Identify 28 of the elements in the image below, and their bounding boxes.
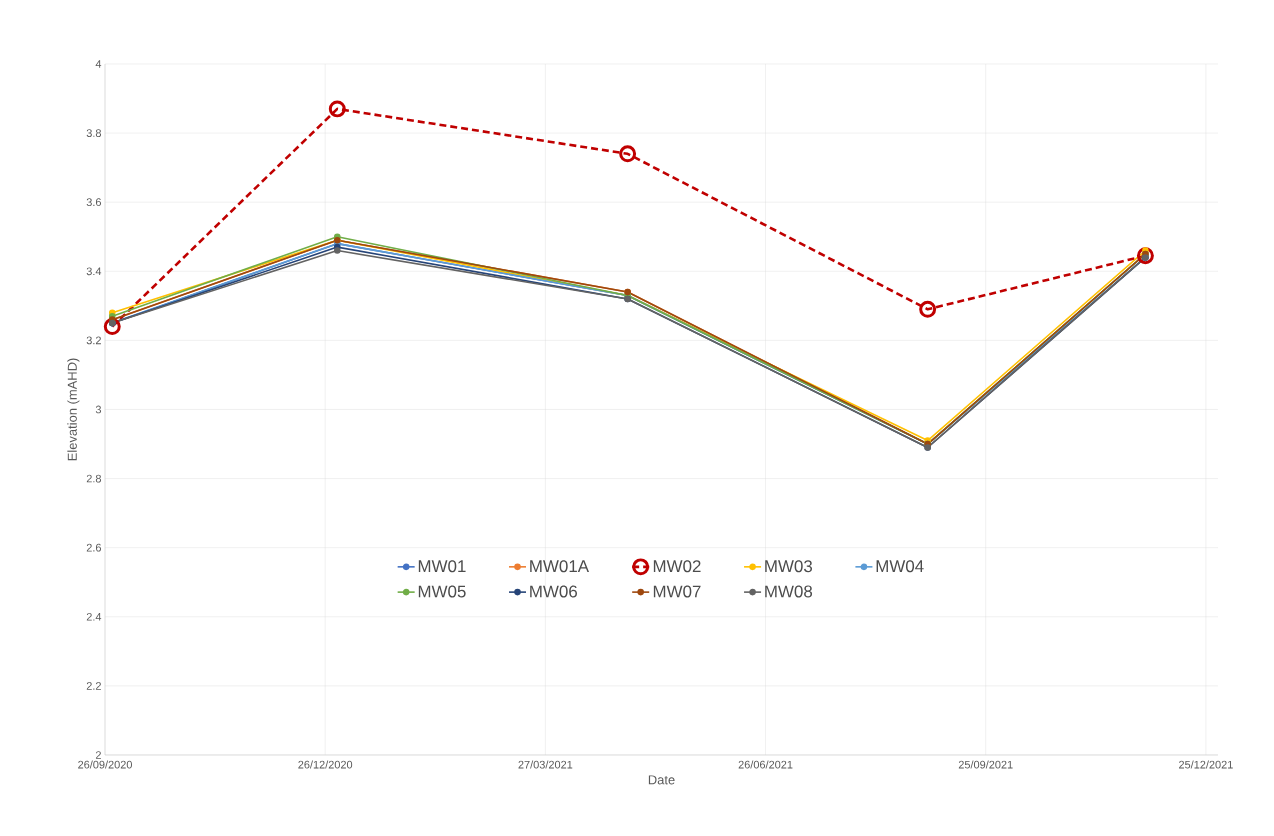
legend-label: MW04 (876, 560, 924, 573)
x-tick-label: 27/03/2021 (518, 760, 573, 769)
y-axis-title: Elevation (mAHD) (67, 358, 80, 461)
x-tick-label: 26/09/2020 (78, 760, 132, 769)
y-tick-label: 3 (95, 405, 101, 414)
legend-label: MW02 (653, 560, 701, 573)
y-tick-label: 3.6 (86, 198, 101, 207)
y-tick-label: 2.6 (86, 543, 101, 552)
x-tick-label: 26/12/2020 (298, 760, 353, 769)
y-tick-label: 2 (95, 751, 101, 759)
legend-label: MW05 (418, 585, 466, 598)
y-tick-label: 3.8 (86, 129, 101, 137)
y-tick-label: 2.8 (86, 474, 101, 483)
y-tick-label: 3.2 (86, 336, 101, 345)
y-tick-label: 4 (95, 60, 102, 68)
x-axis-title: Date (648, 775, 675, 785)
y-tick-label: 2.2 (86, 682, 101, 690)
legend-label: MW06 (530, 585, 577, 598)
x-tick-label: 25/09/2021 (958, 760, 1013, 769)
y-tick-label: 3.4 (86, 267, 102, 276)
legend-label: MW07 (653, 585, 701, 598)
y-tick-label: 2.4 (86, 612, 102, 621)
legend-label: MW01 (418, 560, 466, 573)
legend-label: MW01A (530, 560, 590, 573)
legend-label: MW03 (765, 560, 813, 573)
x-tick-label: 26/06/2021 (738, 760, 793, 769)
legend-label: MW08 (765, 585, 813, 598)
x-tick-label: 25/12/2021 (1179, 760, 1233, 769)
